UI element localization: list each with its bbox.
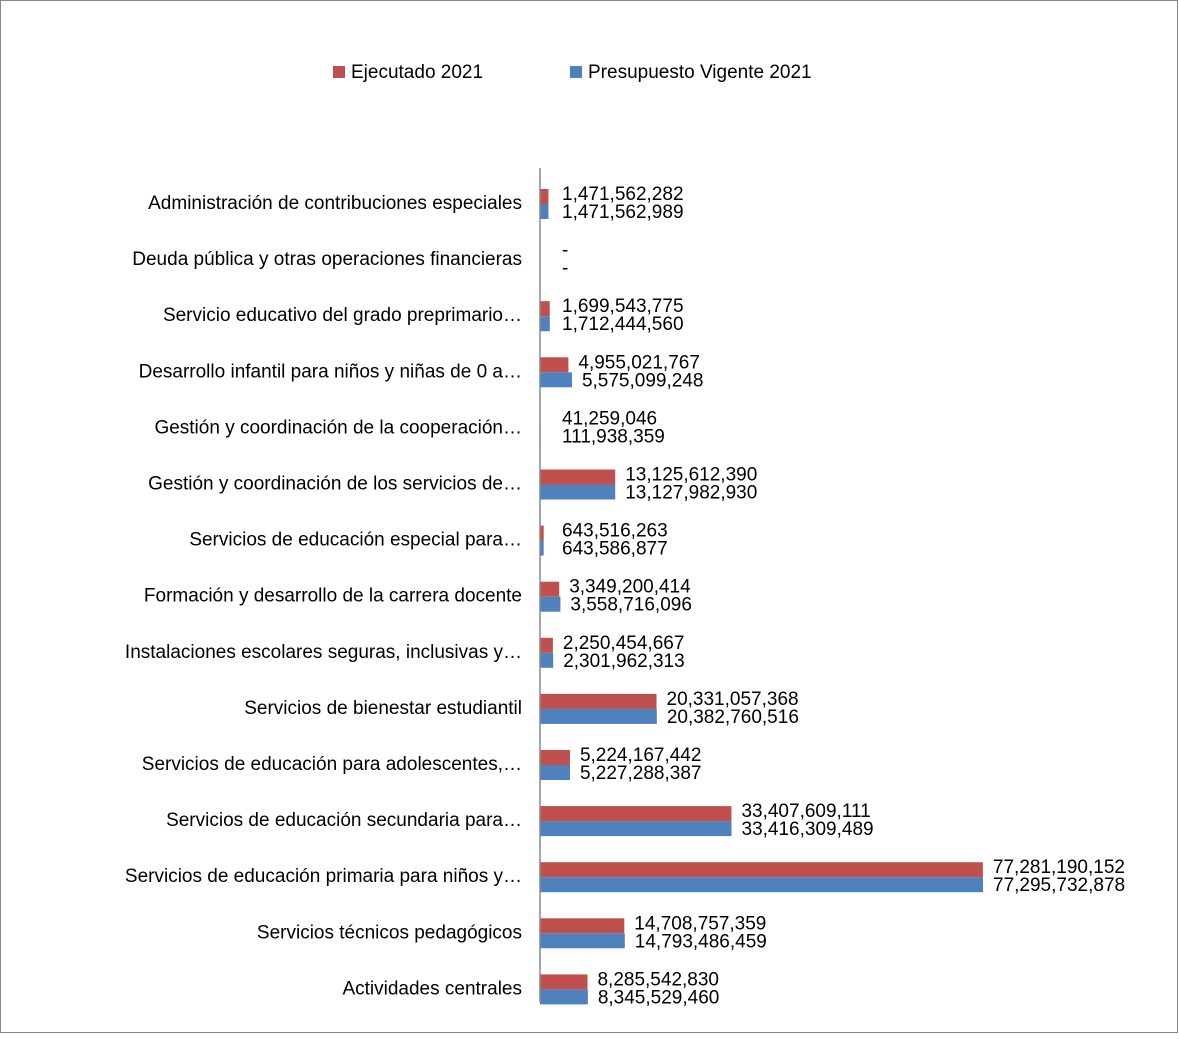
bar [540, 316, 550, 331]
value-label: 77,295,732,878 [993, 875, 1125, 896]
category-label: Servicios técnicos pedagógicos [257, 922, 522, 943]
bar [540, 638, 553, 653]
value-label: 1,712,444,560 [562, 314, 684, 335]
value-label: 5,575,099,248 [582, 370, 704, 391]
category-label: Servicios de educación para adolescentes… [142, 754, 522, 775]
bar [540, 372, 572, 387]
bar [540, 582, 559, 597]
bar [540, 597, 560, 612]
category-label: Administración de contribuciones especia… [148, 193, 522, 214]
bar [540, 974, 587, 989]
category-label: Actividades centrales [342, 978, 522, 999]
category-label: Desarrollo infantil para niños y niñas d… [139, 361, 522, 382]
value-label: 111,938,359 [562, 426, 665, 447]
value-label: 13,127,982,930 [625, 483, 757, 504]
bar [540, 694, 657, 709]
legend-swatch [570, 66, 582, 78]
bar [540, 709, 657, 724]
bar [540, 357, 568, 372]
value-label: 33,416,309,489 [742, 819, 874, 840]
bar [540, 470, 615, 485]
legend-label: Presupuesto Vigente 2021 [588, 62, 812, 83]
category-label: Gestión y coordinación de los servicios … [148, 474, 522, 495]
bar [540, 653, 553, 668]
category-label: Gestión y coordinación de la cooperación… [154, 417, 522, 438]
bar [540, 301, 550, 316]
legend-label: Ejecutado 2021 [351, 62, 483, 83]
value-label: - [562, 258, 568, 279]
value-label: 20,382,760,516 [667, 707, 799, 728]
bar [540, 765, 570, 780]
bar [540, 989, 588, 1004]
category-label: Servicios de educación especial para… [189, 530, 522, 551]
bar [540, 918, 624, 933]
value-label: 8,345,529,460 [598, 987, 720, 1008]
category-label: Deuda pública y otras operaciones financ… [132, 249, 522, 270]
bar [540, 933, 625, 948]
value-label: 643,586,877 [562, 539, 668, 560]
category-label: Instalaciones escolares seguras, inclusi… [125, 642, 522, 663]
value-label: 5,227,288,387 [580, 763, 702, 784]
bar [540, 862, 983, 877]
bar [540, 877, 983, 892]
category-label: Servicio educativo del grado preprimario… [163, 305, 522, 326]
category-label: Formación y desarrollo de la carrera doc… [144, 586, 522, 607]
value-label: 2,301,962,313 [563, 651, 685, 672]
bar [540, 821, 732, 836]
bar [540, 189, 548, 204]
value-label: 14,793,486,459 [635, 931, 767, 952]
category-label: Servicios de bienestar estudiantil [244, 698, 522, 719]
value-label: 3,558,716,096 [570, 595, 692, 616]
bar [540, 806, 731, 821]
value-label: 1,471,562,989 [562, 202, 684, 223]
legend-swatch [333, 66, 345, 78]
category-label: Servicios de educación secundaria para… [166, 810, 522, 831]
category-label: Servicios de educación primaria para niñ… [125, 866, 522, 887]
bar [540, 485, 615, 500]
bar [540, 204, 548, 219]
bar [540, 750, 570, 765]
